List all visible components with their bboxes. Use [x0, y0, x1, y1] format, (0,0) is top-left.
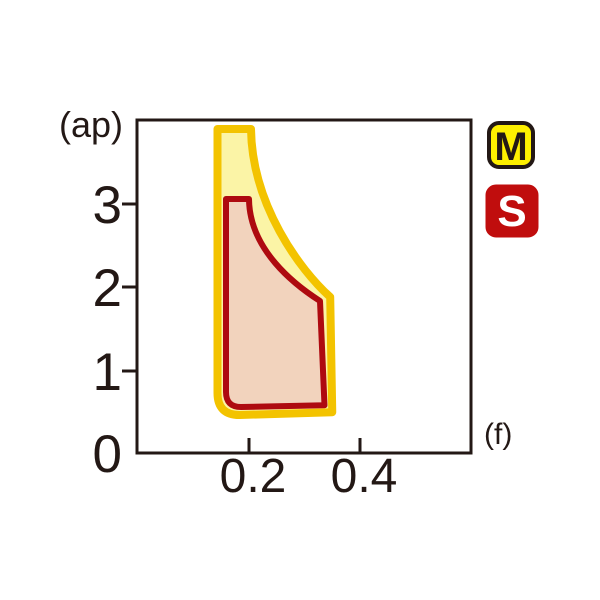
- svg-text:2: 2: [93, 259, 122, 318]
- svg-text:(ap): (ap): [59, 104, 123, 145]
- svg-text:3: 3: [93, 176, 122, 235]
- svg-text:0.2: 0.2: [220, 450, 287, 503]
- svg-text:1: 1: [93, 343, 122, 402]
- svg-text:0: 0: [93, 425, 122, 484]
- svg-text:S: S: [497, 187, 526, 236]
- svg-text:M: M: [494, 125, 527, 169]
- svg-text:0.4: 0.4: [331, 450, 398, 503]
- svg-text:(f): (f): [484, 418, 512, 451]
